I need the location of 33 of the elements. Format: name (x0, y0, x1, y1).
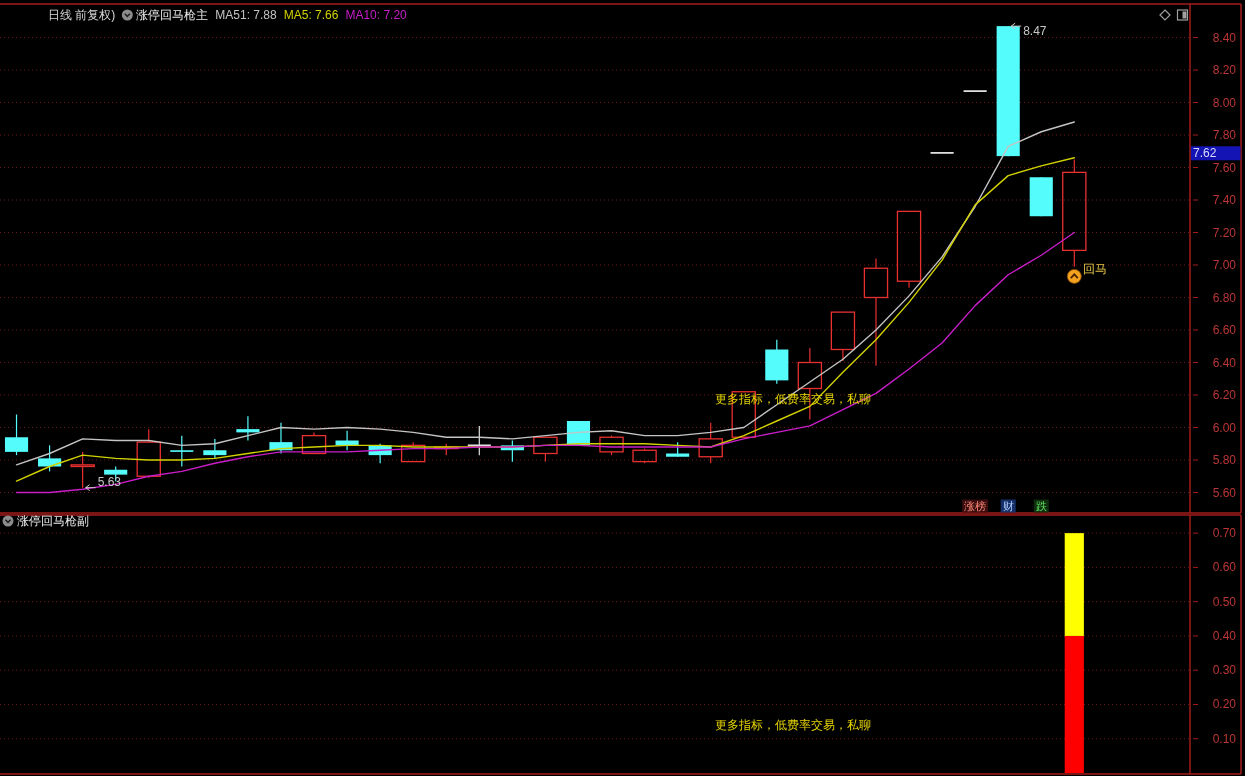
y-tick-label: 0.40 (1212, 628, 1237, 643)
y-tick-label: 6.40 (1212, 355, 1237, 370)
annotation: 5.63 (97, 474, 122, 489)
y-tick-label: 7.00 (1212, 258, 1237, 272)
annotation: 回马 (1083, 262, 1108, 277)
value-tag: 7.62 (1191, 146, 1241, 161)
chart-subtitle: 日线 前复权) (48, 8, 116, 22)
annotation: 8.47 (1023, 24, 1047, 39)
y-tick-label: 0.20 (1212, 697, 1237, 712)
y-tick-label: 8.00 (1212, 95, 1237, 110)
y-tick-label: 0.30 (1212, 663, 1237, 678)
y-tick-label: 0.10 (1212, 731, 1237, 746)
y-tick-label: 7.40 (1212, 193, 1237, 207)
text: MA5: 7.66 (283, 8, 339, 22)
y-tick-label: 7.20 (1212, 225, 1237, 240)
y-tick-label: 5.60 (1212, 485, 1237, 500)
chart-title: 涨停回马枪副 (17, 514, 89, 528)
annotation: 更多指标，低费率交易，私聊 (715, 718, 871, 732)
y-tick-label: 7.60 (1212, 160, 1237, 175)
text: MA51: 7.88 (215, 8, 278, 22)
y-tick-label: 0.70 (1212, 526, 1237, 541)
y-tick-label: 8.20 (1212, 63, 1237, 77)
y-tick-label: 6.00 (1212, 420, 1237, 435)
y-tick-label: 0.60 (1212, 560, 1237, 575)
y-tick-label: 6.80 (1212, 290, 1237, 305)
chart-title: 涨停回马枪主 (136, 8, 209, 22)
y-tick-label: 0.50 (1212, 594, 1237, 609)
y-tick-label: 7.80 (1212, 128, 1237, 142)
y-tick-label: 6.60 (1212, 323, 1237, 337)
text: MA10: 7.20 (345, 8, 408, 22)
y-tick-label: 5.80 (1212, 453, 1237, 467)
y-tick-label: 6.20 (1212, 388, 1237, 402)
y-tick-label: 8.40 (1212, 30, 1237, 45)
